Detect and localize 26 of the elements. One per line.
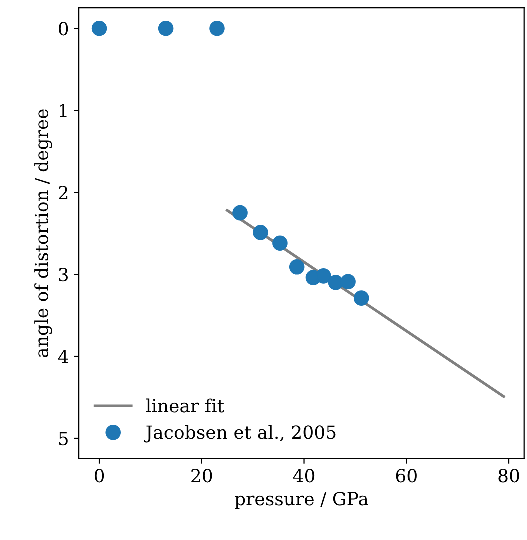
y-tick-label: 3 <box>59 268 68 282</box>
point <box>92 20 108 36</box>
x-tick-label: 40 <box>293 469 315 483</box>
point <box>210 20 225 36</box>
point <box>328 275 344 290</box>
point <box>158 20 174 36</box>
y-tick-label: 0 <box>59 22 68 36</box>
point <box>316 268 332 284</box>
point <box>232 205 248 221</box>
x-tick-label: 60 <box>396 469 417 483</box>
y-tick-label: 4 <box>58 350 68 364</box>
x-tick-label: 0 <box>94 469 104 483</box>
x-axis-title: pressure / GPa <box>235 492 368 510</box>
x-tick-label: 80 <box>498 469 520 483</box>
legend-label: Jacobsen et al., 2005 <box>144 425 336 443</box>
point <box>253 225 268 240</box>
point <box>289 260 305 275</box>
point <box>354 290 370 306</box>
y-tick-label: 5 <box>59 432 68 446</box>
y-tick-label: 1 <box>60 104 67 118</box>
y-tick-label: 2 <box>59 186 68 200</box>
legend-label: linear fit <box>146 398 224 413</box>
point <box>272 236 288 252</box>
point <box>340 274 356 290</box>
x-tick-label: 20 <box>192 469 212 483</box>
y-axis-title: angle of distortion / degree <box>34 110 52 358</box>
